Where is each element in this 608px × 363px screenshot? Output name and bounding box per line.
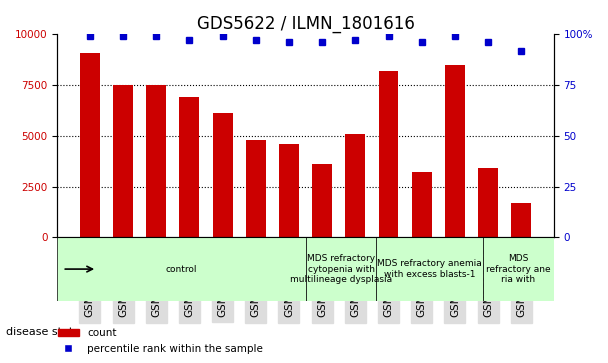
Bar: [445, 65, 465, 237]
Bar: [279, 144, 299, 237]
Text: disease state: disease state: [6, 327, 80, 337]
FancyBboxPatch shape: [376, 237, 483, 301]
Title: GDS5622 / ILMN_1801616: GDS5622 / ILMN_1801616: [196, 15, 415, 33]
Text: MDS
refractory ane
ria with: MDS refractory ane ria with: [486, 254, 551, 284]
FancyBboxPatch shape: [57, 237, 306, 301]
Bar: [312, 164, 332, 237]
Bar: [478, 168, 498, 237]
Text: MDS refractory
cytopenia with
multilineage dysplasia: MDS refractory cytopenia with multilinea…: [290, 254, 392, 284]
Bar: [113, 85, 133, 237]
Bar: [213, 114, 232, 237]
Bar: [179, 97, 199, 237]
Bar: [246, 140, 266, 237]
Bar: [379, 71, 398, 237]
Text: control: control: [166, 265, 197, 274]
FancyBboxPatch shape: [483, 237, 554, 301]
Legend: count, percentile rank within the sample: count, percentile rank within the sample: [54, 324, 268, 358]
Text: MDS refractory anemia
with excess blasts-1: MDS refractory anemia with excess blasts…: [378, 260, 482, 279]
Bar: [345, 134, 365, 237]
Bar: [80, 53, 100, 237]
Bar: [511, 203, 531, 237]
FancyBboxPatch shape: [306, 237, 376, 301]
Bar: [412, 172, 432, 237]
Bar: [147, 85, 166, 237]
